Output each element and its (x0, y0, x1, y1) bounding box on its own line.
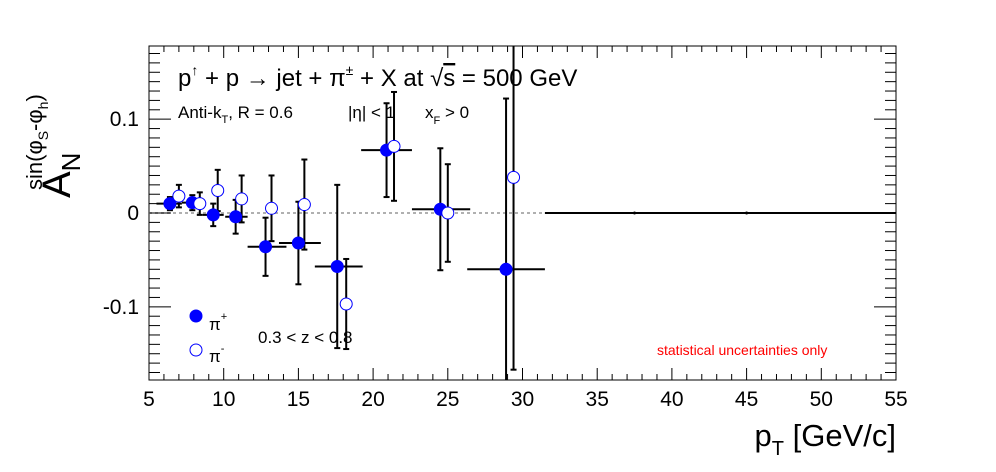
chart-title: p↑ + p → jet + π± + X at √s = 500 GeV (178, 62, 577, 92)
y-tick-label: 0 (127, 202, 139, 225)
jet-selection-subtitle: Anti-kT, R = 0.6 (178, 103, 293, 126)
data-point-pi-plus (291, 236, 305, 250)
axis-ticks (148, 46, 897, 380)
y-axis-label: AN (35, 153, 86, 198)
data-point-pi-plus (259, 240, 273, 254)
data-point-pi-minus (235, 192, 249, 206)
data-point-pi-minus (507, 170, 521, 184)
data-point-pi-minus (339, 297, 353, 311)
data-point-pi-plus (163, 197, 177, 211)
data-point-pi-minus (172, 189, 186, 203)
x-tick-label: 25 (436, 388, 459, 411)
x-tick-label: 15 (287, 388, 310, 411)
z-range-annotation: 0.3 < z < 0.8 (258, 328, 353, 347)
x-axis-label: pT [GeV/c] (755, 418, 896, 460)
x-tick-label: 30 (511, 388, 534, 411)
data-point-pi-plus (206, 208, 220, 222)
legend-marker-pi-minus (189, 343, 203, 357)
y-tick-label: 0.1 (110, 108, 139, 131)
legend-marker-pi-plus (189, 309, 203, 323)
data-point-bin (633, 211, 637, 215)
data-point-pi-plus (229, 210, 243, 224)
legend-label-pi-minus: π- (209, 343, 225, 366)
data-point-pi-minus (387, 139, 401, 153)
x-tick-label: 5 (143, 388, 155, 411)
stat-uncertainty-note: statistical uncertainties only (657, 342, 827, 358)
x-tick-label: 40 (660, 388, 683, 411)
data-point-pi-minus (297, 198, 311, 212)
x-tick-label: 50 (810, 388, 833, 411)
data-point-bin (745, 211, 749, 215)
y-tick-label: -0.1 (103, 296, 139, 319)
data-point-pi-plus (330, 259, 344, 273)
x-tick-label: 55 (884, 388, 907, 411)
data-point-pi-minus (441, 206, 455, 220)
data-point-pi-minus (211, 183, 225, 197)
data-point-pi-plus (499, 262, 513, 276)
data-point-pi-minus (193, 197, 207, 211)
x-tick-label: 20 (361, 388, 384, 411)
xf-cut-label: xF > 0 (425, 103, 469, 127)
tick-labels: 5 10 15 20 25 30 35 40 45 50 55 -0.1 0 0.1 (103, 108, 908, 411)
legend-label-pi-plus: π+ (209, 311, 227, 334)
x-tick-label: 45 (735, 388, 758, 411)
y-axis-label-superscript: sin(φS-φh) (22, 94, 51, 190)
x-tick-label: 35 (586, 388, 609, 411)
eta-cut-label: |η| < 1 (348, 103, 395, 122)
x-tick-label: 10 (212, 388, 235, 411)
data-point-pi-minus (265, 201, 279, 215)
data-markers (163, 139, 749, 311)
